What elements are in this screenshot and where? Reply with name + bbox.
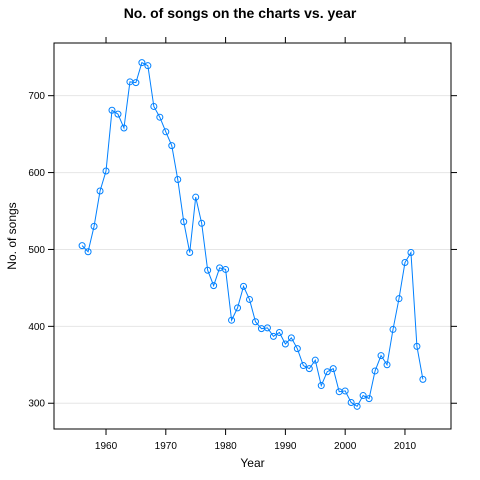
data-point-1956 [78, 242, 86, 250]
data-point-2011 [407, 249, 415, 257]
series-line-group [78, 59, 427, 410]
data-point-2009 [395, 295, 403, 303]
x-tick-label-2010: 2010 [394, 441, 417, 452]
data-point-1972 [174, 175, 182, 183]
data-point-2003 [359, 392, 367, 400]
data-point-1989 [275, 329, 283, 336]
data-point-1997 [323, 368, 331, 376]
data-point-2008 [389, 325, 397, 333]
axis-ticks: 1960 1970 1980 1990 2000 2010 300 400 500 600 700 [28, 37, 457, 452]
data-point-1966 [138, 59, 146, 67]
data-point-2006 [377, 352, 385, 360]
data-point-1993 [299, 362, 307, 370]
data-point-1998 [329, 365, 337, 373]
data-point-1991 [287, 334, 295, 342]
data-point-2004 [365, 395, 373, 403]
y-tick-label-600: 600 [28, 168, 45, 179]
data-point-1988 [269, 332, 277, 340]
data-point-1987 [263, 324, 271, 332]
data-point-1996 [317, 382, 325, 390]
data-point-1980 [222, 265, 230, 273]
chart-title: No. of songs on the charts vs. year [124, 5, 357, 21]
data-point-1995 [311, 356, 319, 364]
data-point-1981 [228, 316, 236, 324]
data-point-1961 [108, 106, 116, 114]
data-point-2001 [347, 398, 355, 406]
data-point-1978 [210, 282, 218, 290]
data-point-1982 [234, 304, 242, 312]
y-tick-label-300: 300 [28, 399, 45, 410]
x-tick-label-1970: 1970 [155, 441, 178, 452]
y-tick-label-500: 500 [28, 245, 45, 256]
data-point-1963 [120, 124, 128, 132]
data-point-1983 [240, 282, 248, 290]
data-point-1990 [281, 340, 289, 348]
data-point-2010 [401, 259, 409, 267]
data-point-1968 [150, 102, 158, 110]
plot-area-border [53, 42, 452, 430]
data-point-1962 [114, 110, 122, 118]
data-point-1957 [84, 248, 92, 256]
y-tick-label-700: 700 [28, 91, 45, 102]
data-point-1969 [156, 113, 164, 121]
x-tick-label-1980: 1980 [214, 441, 237, 452]
data-point-1959 [96, 187, 104, 195]
data-point-1973 [180, 218, 188, 226]
x-axis-label: Year [240, 456, 264, 470]
data-point-1985 [251, 318, 259, 326]
data-point-2002 [353, 402, 361, 410]
data-point-1976 [198, 219, 206, 227]
data-point-1974 [186, 249, 194, 257]
grid-lines [54, 95, 451, 404]
data-point-1965 [132, 79, 140, 87]
data-point-2005 [371, 367, 379, 375]
data-point-1967 [144, 62, 152, 70]
data-point-1992 [293, 345, 301, 353]
data-point-2000 [341, 387, 349, 395]
x-tick-label-1960: 1960 [95, 441, 118, 452]
data-point-1984 [246, 295, 254, 303]
data-point-1994 [305, 365, 313, 373]
data-point-2012 [413, 342, 421, 350]
data-point-2007 [383, 361, 391, 369]
x-tick-label-1990: 1990 [274, 441, 297, 452]
y-axis-label: No. of songs [5, 202, 19, 269]
series-line [81, 61, 424, 408]
data-point-2013 [419, 375, 427, 383]
data-point-1977 [204, 266, 212, 274]
data-point-1958 [90, 222, 98, 230]
data-point-1975 [192, 193, 200, 201]
data-point-1960 [102, 167, 110, 175]
data-point-1970 [162, 128, 170, 136]
x-tick-label-2000: 2000 [334, 441, 357, 452]
y-tick-label-400: 400 [28, 322, 45, 333]
data-point-1971 [168, 142, 176, 150]
